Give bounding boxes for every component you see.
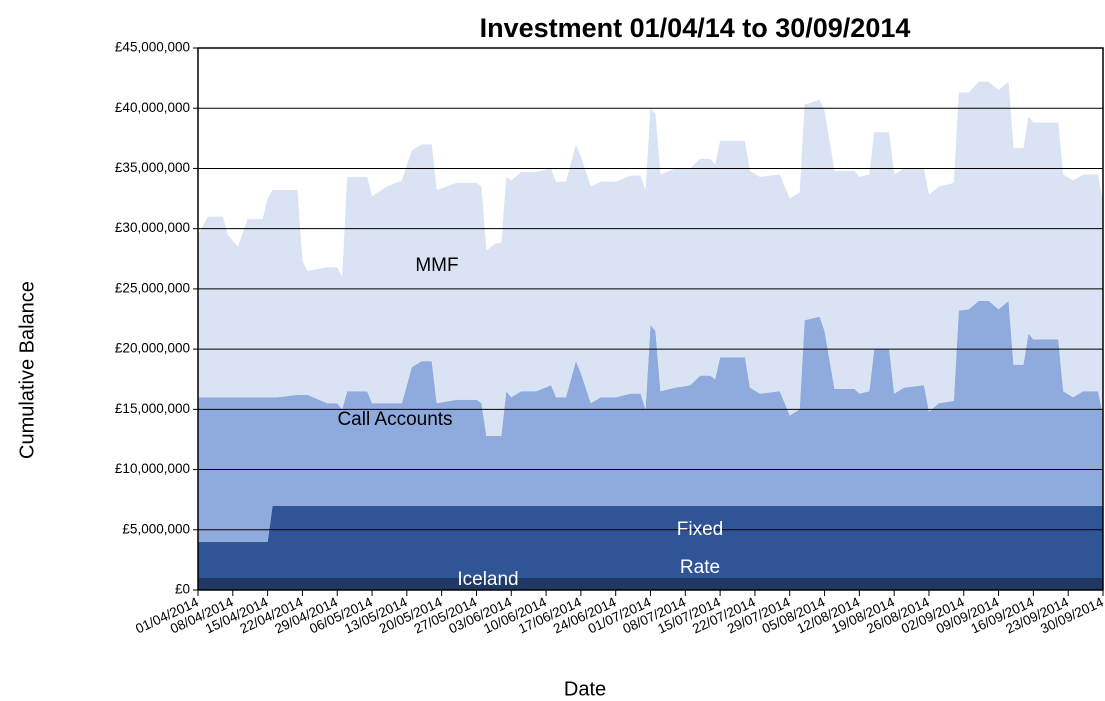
area [198, 300, 1103, 542]
y-tick-label: £35,000,000 [115, 160, 190, 175]
area [198, 577, 1103, 590]
y-tick-label: £20,000,000 [115, 341, 190, 356]
series-label: Call Accounts [337, 409, 452, 430]
chart-title: Investment 01/04/14 to 30/09/2014 [480, 13, 911, 43]
x-axis-label: Date [564, 678, 606, 700]
series-label: Iceland [457, 569, 518, 590]
y-tick-label: £25,000,000 [115, 280, 190, 295]
series-label: MMF [415, 255, 458, 276]
area [198, 81, 1103, 436]
y-tick-label: £10,000,000 [115, 461, 190, 476]
y-tick-label: £0 [175, 582, 190, 597]
series-label: Fixed Rate [677, 519, 723, 578]
y-tick-label: £30,000,000 [115, 220, 190, 235]
area [198, 505, 1103, 578]
y-tick-label: £40,000,000 [115, 100, 190, 115]
y-axis-label: Cumulative Balance [16, 281, 38, 459]
y-tick-label: £5,000,000 [122, 521, 190, 536]
y-tick-label: £45,000,000 [115, 40, 190, 55]
y-tick-label: £15,000,000 [115, 401, 190, 416]
